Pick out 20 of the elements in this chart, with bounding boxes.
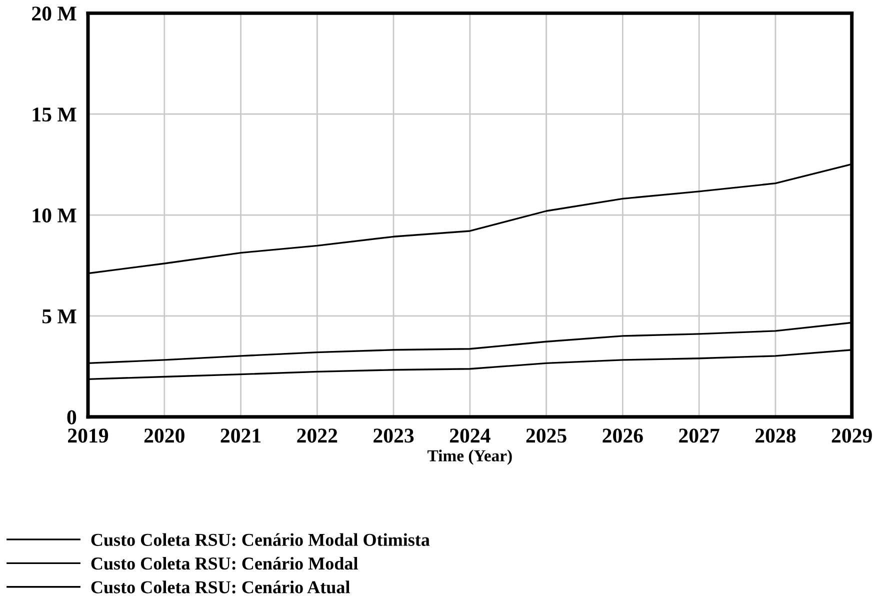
- x-tick-label: 2028: [756, 428, 796, 443]
- x-tick-label: 2019: [68, 428, 108, 443]
- x-tick-label: 2029: [832, 428, 872, 443]
- x-tick-label: 2021: [220, 428, 261, 443]
- x-tick-label: 2025: [526, 428, 566, 443]
- legend-label: Custo Coleta RSU: Cenário Modal: [91, 556, 358, 570]
- x-axis-title: Time (Year): [428, 450, 512, 465]
- y-tick-label: 0: [67, 410, 76, 424]
- legend-label: Custo Coleta RSU: Cenário Atual: [91, 580, 350, 594]
- y-tick-label: 15 M: [32, 108, 76, 122]
- legend-label: Custo Coleta RSU: Cenário Modal Otimista: [91, 533, 430, 546]
- x-tick-label: 2024: [450, 428, 490, 443]
- x-tick-label: 2023: [374, 428, 414, 443]
- x-tick-label: 2027: [679, 428, 720, 443]
- y-tick-label: 20 M: [32, 6, 76, 21]
- y-tick-label: 10 M: [32, 208, 76, 222]
- x-tick-label: 2022: [297, 428, 338, 443]
- x-tick-label: 2020: [144, 428, 184, 443]
- x-tick-label: 2026: [602, 428, 643, 443]
- y-tick-label: 5 M: [42, 310, 76, 324]
